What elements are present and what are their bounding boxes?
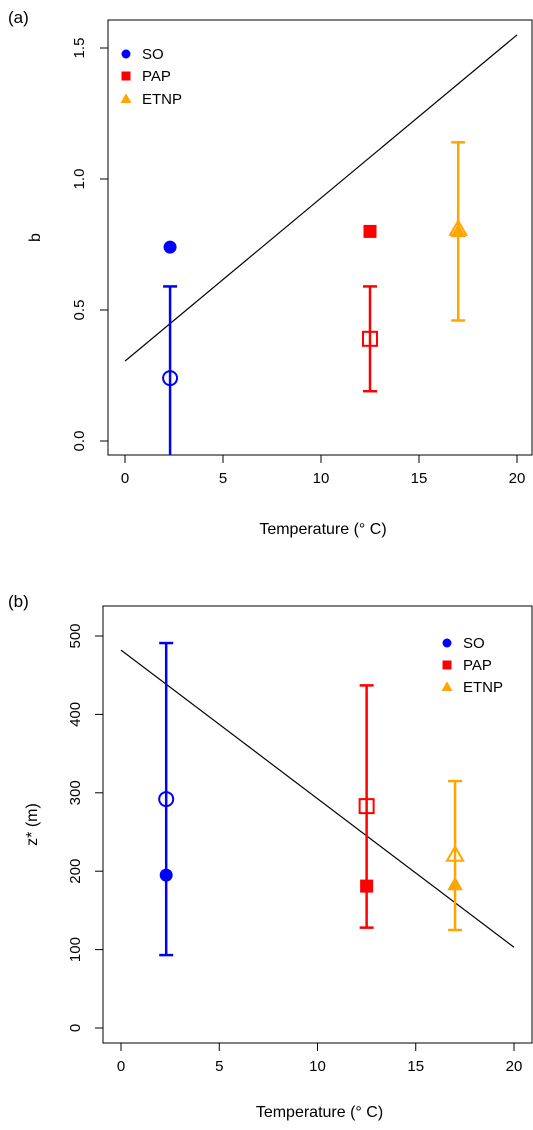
panel-b-x-tick-label: 15 [407, 1058, 424, 1075]
panel-a-legend-so-label: SO [142, 46, 164, 63]
panel-a-x-tick-label: 10 [313, 470, 330, 487]
panel-b-y-tick-label: 0 [67, 1024, 84, 1032]
panel-a-y-tick-label: 0.0 [71, 431, 88, 452]
panel-a-legend-etnp-symbol [120, 93, 132, 103]
panel-b-x-tick-label: 0 [117, 1058, 125, 1075]
panel-a-y-tick-label: 0.5 [71, 300, 88, 321]
panel-b-so-open-marker [158, 791, 175, 808]
panel-a-label: (a) [8, 8, 29, 27]
panel-a-so-filled-marker [163, 240, 177, 254]
panel-a-y-tick-label: 1.5 [71, 38, 88, 59]
panel-a-legend-pap-symbol [121, 71, 131, 81]
panel-a-legend-so-symbol [121, 49, 131, 59]
panel-b-x-tick-label: 10 [309, 1058, 326, 1075]
panel-b-y-tick-label: 200 [67, 859, 84, 884]
panel-b-y-tick-label: 500 [67, 623, 84, 648]
panel-a-x-axis-label: Temperature (° C) [259, 521, 386, 538]
panel-b-x-tick-label: 5 [215, 1058, 223, 1075]
panel-b-y-tick-label: 100 [67, 937, 84, 962]
panel-a-legend-etnp-label: ETNP [142, 91, 182, 108]
panel-b-pap-filled-marker [360, 879, 374, 893]
panel-a-x-tick-label: 0 [121, 470, 129, 487]
panel-b-legend-so-label: SO [463, 635, 485, 652]
panel-a-pap-open-marker [362, 330, 378, 347]
panel-b-fit-line [120, 649, 515, 948]
panel-a-legend-pap-label: PAP [142, 68, 171, 85]
panel-b-so-filled-marker [159, 868, 173, 882]
panel-a-x-tick-label: 15 [411, 470, 428, 487]
panel-b-legend-etnp-symbol [441, 681, 453, 691]
panel-a-fit-line [124, 34, 518, 362]
panel-b-label: (b) [8, 592, 29, 611]
panel-b-pap-open-marker [358, 798, 375, 815]
panel-b-x-axis-label: Temperature (° C) [256, 1104, 383, 1121]
panel-a-so-open-marker [162, 370, 179, 387]
panel-b-legend-pap-symbol [442, 660, 452, 670]
panel-b-legend-pap-label: PAP [463, 657, 492, 674]
panel-b-x-tick-label: 20 [506, 1058, 523, 1075]
panel-b-legend-etnp-label: ETNP [463, 679, 503, 696]
panel-a-pap-filled-marker [363, 224, 377, 238]
panel-b-legend-so-symbol [442, 638, 452, 648]
panel-b-y-tick-label: 300 [67, 780, 84, 805]
panel-a-y-axis-label: b [27, 233, 44, 242]
panel-a-x-tick-label: 20 [509, 470, 526, 487]
panel-a-etnp-filled-marker [450, 223, 466, 238]
panel-a-plot-frame [107, 19, 533, 456]
panel-a-x-tick-label: 5 [219, 470, 227, 487]
panel-b-y-axis-label: z* (m) [24, 803, 41, 846]
panel-b-etnp-filled-marker [447, 876, 463, 891]
panel-b-y-tick-label: 400 [67, 702, 84, 727]
panel-a-y-tick-label: 1.0 [71, 169, 88, 190]
panel-b-etnp-open-marker [445, 844, 465, 862]
